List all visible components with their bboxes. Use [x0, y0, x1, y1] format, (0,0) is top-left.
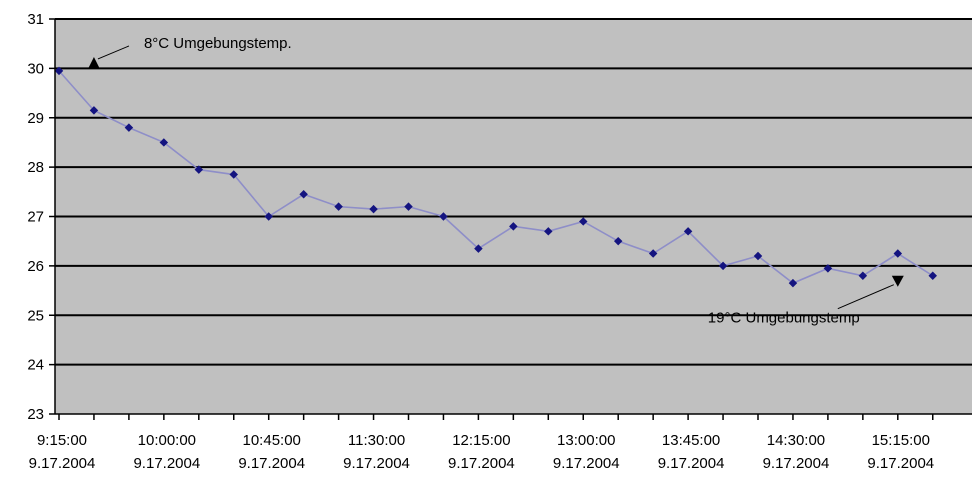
- x-tick-label-date: 9.17.2004: [238, 455, 305, 472]
- annotation-label: 8°C Umgebungstemp.: [144, 35, 292, 52]
- y-tick-label: 23: [27, 406, 44, 423]
- y-tick-label: 24: [27, 357, 44, 374]
- data-point: [369, 204, 378, 214]
- x-tick-label-time: 10:00:00: [138, 432, 196, 449]
- data-point: [823, 264, 833, 273]
- annotation-leader: [97, 45, 130, 60]
- data-point: [299, 190, 308, 199]
- y-tick-label: 29: [27, 110, 44, 127]
- x-tick-label-time: 15:15:00: [872, 432, 930, 449]
- data-point: [928, 271, 937, 280]
- data-point: [334, 202, 343, 211]
- data-point: [858, 271, 868, 280]
- x-tick-label-time: 12:15:00: [452, 432, 510, 449]
- data-point: [404, 202, 413, 211]
- x-tick-label-date: 9.17.2004: [133, 455, 200, 472]
- data-point: [439, 212, 448, 221]
- annotation-marker-up: [87, 56, 100, 69]
- x-tick-label-time: 9:15:00: [37, 432, 87, 449]
- y-tick-label: 30: [27, 60, 44, 77]
- y-tick-label: 27: [27, 209, 44, 226]
- series-line-path: [58, 70, 934, 285]
- y-tick-label: 28: [27, 159, 44, 176]
- y-tick-label: 31: [27, 11, 44, 28]
- x-tick-label-time: 13:45:00: [662, 432, 720, 449]
- y-tick-label: 25: [27, 307, 44, 324]
- annotation-label: 19°C Umgebungstemp: [708, 310, 860, 327]
- data-point: [124, 123, 134, 132]
- data-point: [54, 66, 64, 76]
- gridlines: [55, 18, 972, 415]
- x-axis-ticks: 9:15:00 9.17.2004 10:00:00 9.17.2004 10:45:0…: [29, 414, 934, 472]
- y-axis-ticks: 23 24 25 26 27 28 29 30 31: [27, 11, 55, 423]
- data-point: [194, 165, 204, 174]
- annotation-marker-down: [891, 275, 904, 287]
- x-tick-label-date: 9.17.2004: [343, 455, 410, 472]
- data-point: [264, 212, 273, 221]
- x-tick-label-time: 13:00:00: [557, 432, 615, 449]
- data-point: [788, 278, 798, 288]
- annotation-leader: [837, 284, 894, 310]
- annotations: 8°C Umgebungstemp. 19°C Umgebungstemp: [87, 35, 904, 327]
- x-tick-label-time: 10:45:00: [243, 432, 301, 449]
- x-tick-label-date: 9.17.2004: [658, 455, 725, 472]
- x-tick-label-date: 9.17.2004: [867, 455, 934, 472]
- data-point: [159, 138, 169, 147]
- data-point: [229, 170, 238, 179]
- data-point: [509, 222, 518, 231]
- x-tick-label-date: 9.17.2004: [29, 455, 96, 472]
- y-tick-label: 26: [27, 258, 44, 275]
- data-point: [718, 261, 728, 271]
- data-point: [89, 106, 99, 115]
- data-point: [474, 244, 483, 253]
- x-tick-label-time: 11:30:00: [348, 432, 405, 449]
- x-tick-label-date: 9.17.2004: [763, 455, 830, 472]
- x-tick-label-date: 9.17.2004: [448, 455, 515, 472]
- x-tick-label-time: 14:30:00: [767, 432, 825, 449]
- series-line: [58, 70, 934, 285]
- x-tick-label-date: 9.17.2004: [553, 455, 620, 472]
